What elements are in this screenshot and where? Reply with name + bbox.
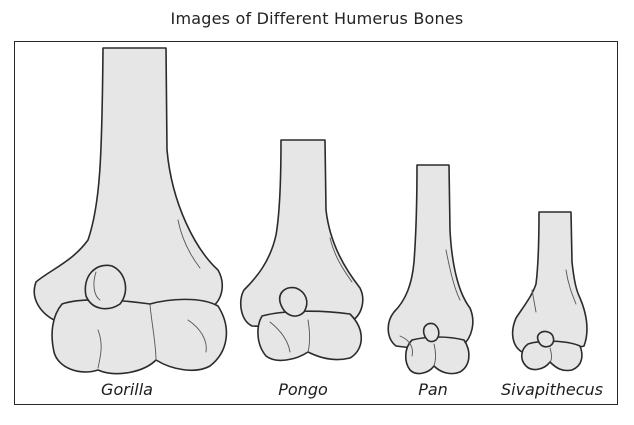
pan-humerus [387,164,474,375]
label-sivapithecus: Sivapithecus [500,380,603,399]
label-pan: Pan [418,380,448,399]
figure-frame [14,41,618,405]
diagram-title: Images of Different Humerus Bones [170,9,464,28]
pongo-humerus [239,139,364,362]
sivapithecus-humerus [511,211,588,372]
label-pongo: Pongo [278,380,328,399]
gorilla-humerus [33,47,228,375]
label-gorilla: Gorilla [101,380,153,399]
